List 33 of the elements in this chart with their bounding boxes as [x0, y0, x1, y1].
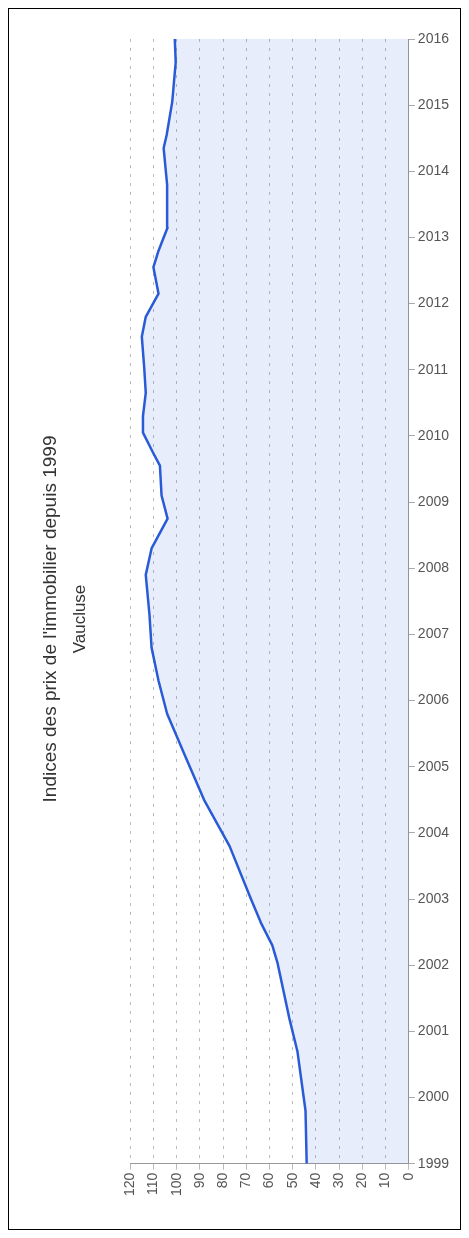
- y-tick-label: 2002: [417, 956, 450, 973]
- x-tick-label: 90: [190, 1172, 207, 1189]
- x-tick-label: 70: [237, 1172, 254, 1189]
- x-tick-label: 40: [306, 1172, 323, 1189]
- y-tick-label: 2003: [417, 889, 450, 906]
- x-tick-label: 30: [330, 1172, 347, 1189]
- text: Vaucluse: [69, 584, 89, 654]
- y-tick-label: 2006: [417, 691, 450, 708]
- x-tick-label: 120: [121, 1172, 138, 1196]
- x-tick-label: 50: [283, 1172, 300, 1189]
- y-tick-label: 1999: [417, 1154, 450, 1171]
- y-tick-label: 2012: [417, 294, 450, 311]
- x-tick-label: 20: [353, 1172, 370, 1189]
- x-tick-label: 80: [213, 1172, 230, 1189]
- y-tick-label: 2013: [417, 228, 450, 245]
- y-tick-label: 2004: [417, 823, 450, 840]
- y-tick-label: 2000: [417, 1088, 450, 1105]
- x-tick-label: 110: [144, 1172, 161, 1195]
- y-tick-label: 2011: [417, 360, 449, 377]
- y-tick-label: 2001: [417, 1022, 450, 1039]
- y-tick-label: 2005: [417, 757, 450, 774]
- x-tick-label: 100: [167, 1172, 184, 1196]
- y-tick-label: 2009: [417, 492, 450, 509]
- y-tick-label: 2015: [417, 96, 450, 113]
- y-tick-label: 2008: [417, 559, 450, 576]
- y-tick-label: 2010: [417, 426, 450, 443]
- x-tick-label: 60: [260, 1172, 277, 1189]
- x-tick-label: 10: [376, 1172, 393, 1189]
- x-tick-label: 0: [399, 1172, 416, 1181]
- y-tick-label: 2007: [417, 625, 450, 642]
- y-tick-label: 2016: [417, 29, 450, 46]
- y-tick-label: 2014: [417, 162, 450, 179]
- text: Indices des prix de l'immobilier depuis 1999: [38, 435, 60, 803]
